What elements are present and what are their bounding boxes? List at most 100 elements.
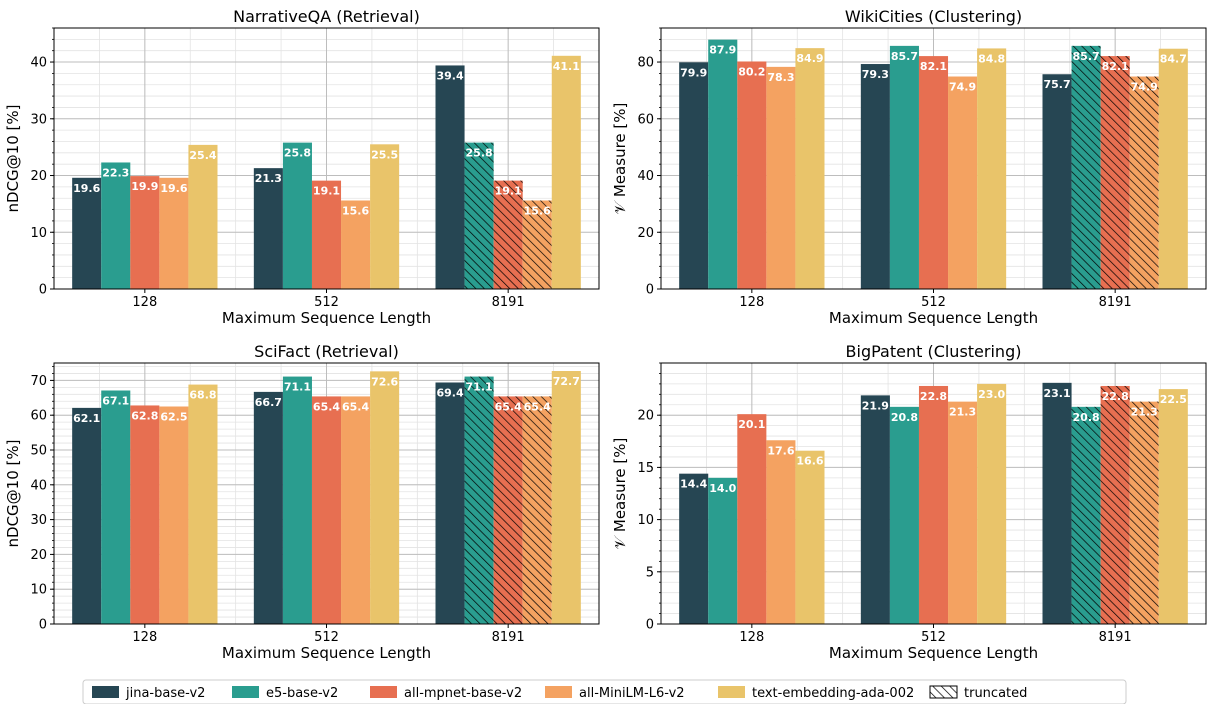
y-tick-label: 60 xyxy=(637,112,654,127)
bar-hatch xyxy=(464,142,494,289)
bar xyxy=(101,162,131,289)
bar-hatch xyxy=(1129,76,1159,289)
bar-hatch xyxy=(493,180,523,289)
data-label: 25.5 xyxy=(371,148,398,161)
data-label: 80.2 xyxy=(738,65,765,78)
bar-hatch xyxy=(493,396,523,624)
bar xyxy=(1158,389,1188,624)
y-tick-label: 0 xyxy=(646,283,654,298)
y-tick-label: 70 xyxy=(30,374,47,389)
data-label: 14.0 xyxy=(709,482,736,495)
data-label: 84.8 xyxy=(978,52,1005,65)
bar xyxy=(188,144,218,289)
bar xyxy=(795,48,825,289)
x-tick-label: 128 xyxy=(739,295,764,310)
bar-hatch xyxy=(522,396,552,624)
data-label: 21.3 xyxy=(949,406,976,419)
y-tick-label: 30 xyxy=(30,112,47,127)
data-label: 62.8 xyxy=(131,409,158,422)
y-tick-label: 40 xyxy=(30,56,47,71)
data-label: 69.4 xyxy=(436,386,463,399)
data-label: 67.1 xyxy=(102,394,129,407)
bar xyxy=(1042,74,1072,289)
x-tick-label: 8191 xyxy=(492,630,525,645)
bar xyxy=(1042,382,1072,624)
bar xyxy=(889,406,919,624)
bar xyxy=(860,64,890,289)
bar-hatch xyxy=(1129,401,1159,624)
data-label: 22.5 xyxy=(1160,393,1187,406)
legend-label: truncated xyxy=(964,686,1027,701)
x-tick-label: 128 xyxy=(132,630,157,645)
bar xyxy=(130,176,160,289)
x-tick-label: 512 xyxy=(314,630,339,645)
data-label: 19.6 xyxy=(160,182,187,195)
chart-panel: 79.9 79.3 75.7 87.9 85.7 85.7 80.2 82.1 82.1 78.3… xyxy=(611,7,1207,327)
data-label: 21.3 xyxy=(1131,406,1158,419)
legend-label: e5-base-v2 xyxy=(266,686,338,701)
data-label: 25.8 xyxy=(284,147,311,160)
data-label: 22.8 xyxy=(920,390,947,403)
bar xyxy=(282,376,312,624)
data-label: 19.1 xyxy=(313,185,340,198)
y-tick-label: 20 xyxy=(637,226,654,241)
data-label: 71.1 xyxy=(466,381,493,394)
legend-swatch xyxy=(545,686,572,698)
bar xyxy=(435,65,465,290)
data-label: 62.1 xyxy=(73,412,100,425)
x-axis-label: Maximum Sequence Length xyxy=(222,644,431,662)
bar xyxy=(708,39,738,289)
data-label: 21.3 xyxy=(255,172,282,185)
bar xyxy=(551,55,581,290)
data-label: 41.1 xyxy=(553,60,580,73)
x-tick-label: 8191 xyxy=(492,295,525,310)
bar xyxy=(370,144,400,289)
data-label: 39.4 xyxy=(436,69,463,82)
bar xyxy=(977,48,1007,289)
data-label: 25.8 xyxy=(466,147,493,160)
legend-label: all-mpnet-base-v2 xyxy=(404,686,522,701)
bar xyxy=(253,391,283,624)
y-tick-label: 0 xyxy=(646,618,654,633)
chart-panel: 14.4 21.9 23.1 14.0 20.8 20.8 20.1 22.8 22.8 17.6… xyxy=(611,342,1207,662)
y-tick-label: 40 xyxy=(30,478,47,493)
data-label: 85.7 xyxy=(1073,50,1100,63)
y-tick-label: 0 xyxy=(39,618,47,633)
data-label: 72.7 xyxy=(553,375,580,388)
y-tick-label: 5 xyxy=(646,565,654,580)
data-label: 20.8 xyxy=(1073,411,1100,424)
bar xyxy=(370,371,400,624)
legend-swatch xyxy=(232,686,259,698)
x-tick-label: 128 xyxy=(132,295,157,310)
bar xyxy=(130,405,160,624)
y-axis-label: 𝒱 Measure [%] xyxy=(611,438,629,550)
data-label: 16.6 xyxy=(796,455,823,468)
bar xyxy=(795,450,825,624)
chart-panel: 62.166.769.467.171.1 71.162.865.4 65.462.5… xyxy=(4,342,600,662)
bar xyxy=(311,180,342,289)
bar-hatch xyxy=(1071,45,1101,289)
bar xyxy=(72,177,102,289)
bar xyxy=(188,384,218,624)
bar xyxy=(737,61,767,289)
x-tick-label: 512 xyxy=(921,630,946,645)
y-tick-label: 20 xyxy=(637,409,654,424)
data-label: 79.9 xyxy=(680,66,707,79)
data-label: 79.3 xyxy=(862,68,889,81)
y-tick-label: 10 xyxy=(30,583,47,598)
data-label: 21.9 xyxy=(862,399,889,412)
legend-swatch xyxy=(370,686,397,698)
data-label: 19.9 xyxy=(131,180,158,193)
bar xyxy=(551,371,581,624)
bar xyxy=(889,45,919,289)
y-tick-label: 15 xyxy=(637,461,654,476)
y-tick-label: 10 xyxy=(637,513,654,528)
data-label: 87.9 xyxy=(709,44,736,57)
data-label: 78.3 xyxy=(767,71,794,84)
data-label: 74.9 xyxy=(949,81,976,94)
bar xyxy=(679,473,709,624)
chart-title: BigPatent (Clustering) xyxy=(846,342,1022,361)
data-label: 20.1 xyxy=(738,418,765,431)
data-label: 22.8 xyxy=(1102,390,1129,403)
